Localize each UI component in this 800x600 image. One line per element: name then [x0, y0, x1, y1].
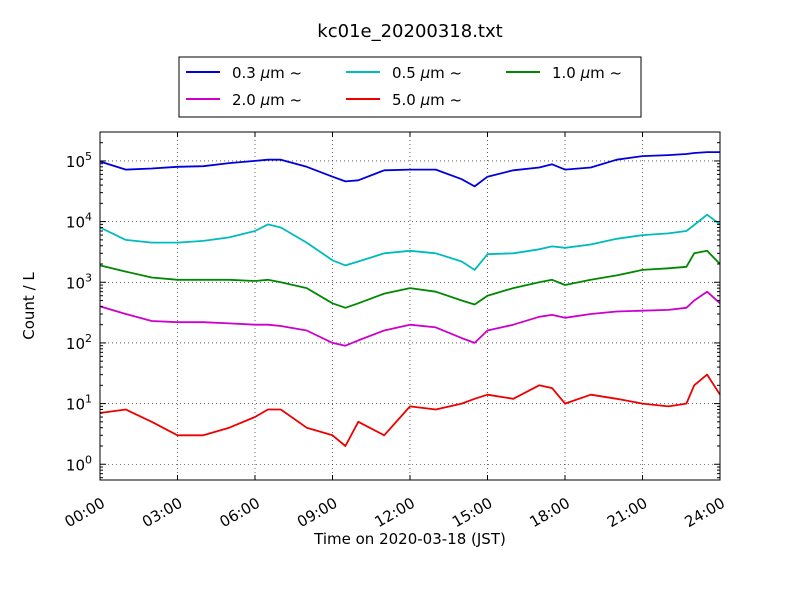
axis-ticks — [99, 131, 721, 480]
x-tick-label: 00:00 — [62, 494, 108, 531]
y-tick-label: 102 — [66, 332, 92, 353]
legend-label: 0.5 µm ~ — [392, 64, 462, 82]
y-tick-labels: 100 101 102 103 104 105 — [66, 150, 92, 474]
x-tick-label: 09:00 — [294, 494, 340, 531]
legend-label: 0.3 µm ~ — [232, 64, 302, 82]
y-tick-label: 105 — [66, 150, 92, 171]
x-tick-label: 03:00 — [139, 494, 185, 531]
y-tick-label: 103 — [66, 271, 92, 292]
chart-title: kc01e_20200318.txt — [317, 21, 502, 42]
y-axis-label: Count / L — [20, 272, 38, 340]
series-line-2-0 — [99, 290, 721, 347]
y-tick-label: 104 — [66, 211, 92, 232]
x-tick-label: 21:00 — [604, 494, 650, 531]
series-line-5-0 — [99, 373, 721, 447]
legend: 0.3 µm ~ 0.5 µm ~ 1.0 µm ~ 2.0 µm ~ 5.0 µm ~ — [178, 56, 642, 118]
series-line-0-3 — [99, 151, 720, 188]
x-tick-label: 18:00 — [527, 494, 573, 531]
x-tick-label: 15:00 — [449, 494, 495, 531]
x-tick-label: 06:00 — [217, 494, 263, 531]
y-tick-label: 101 — [66, 393, 92, 414]
grid — [100, 132, 720, 480]
x-axis-label: Time on 2020-03-18 (JST) — [313, 530, 506, 548]
x-tick-label: 12:00 — [372, 494, 418, 531]
y-tick-label: 100 — [66, 453, 92, 474]
series-lines — [99, 151, 721, 447]
legend-frame — [178, 56, 642, 118]
legend-label: 2.0 µm ~ — [232, 91, 302, 109]
legend-label: 5.0 µm ~ — [392, 91, 462, 109]
x-tick-label: 24:00 — [682, 494, 728, 531]
x-tick-labels: 00:00 03:00 06:00 09:00 12:00 15:00 18:00 21:00… — [62, 494, 728, 531]
legend-label: 1.0 µm ~ — [552, 64, 622, 82]
series-line-1-0 — [99, 249, 721, 309]
series-line-0-5 — [99, 213, 721, 271]
